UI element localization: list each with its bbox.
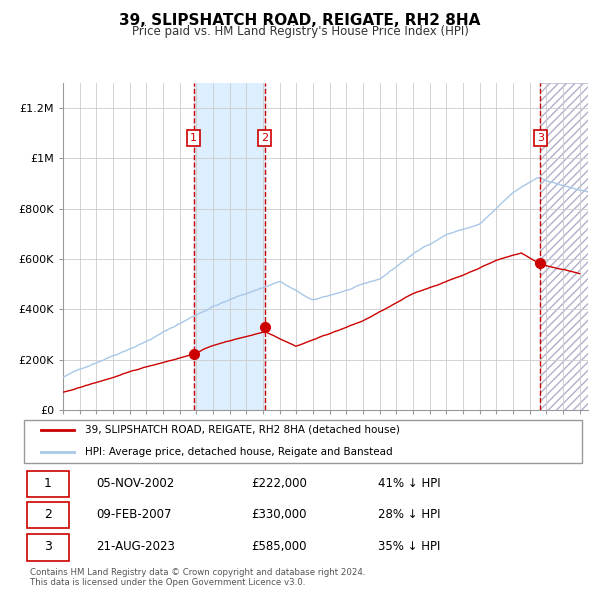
Text: 09-FEB-2007: 09-FEB-2007 — [96, 508, 172, 522]
Text: 2: 2 — [44, 508, 52, 522]
Text: 41% ↓ HPI: 41% ↓ HPI — [378, 477, 440, 490]
Text: 21-AUG-2023: 21-AUG-2023 — [96, 540, 175, 553]
FancyBboxPatch shape — [25, 420, 582, 463]
Bar — [540, 83, 588, 410]
FancyBboxPatch shape — [27, 502, 68, 529]
Text: 28% ↓ HPI: 28% ↓ HPI — [378, 508, 440, 522]
Text: 05-NOV-2002: 05-NOV-2002 — [96, 477, 175, 490]
FancyBboxPatch shape — [27, 535, 68, 560]
Text: 1: 1 — [44, 477, 52, 490]
Text: 39, SLIPSHATCH ROAD, REIGATE, RH2 8HA (detached house): 39, SLIPSHATCH ROAD, REIGATE, RH2 8HA (d… — [85, 425, 400, 435]
Bar — [194, 83, 265, 410]
Text: 3: 3 — [537, 133, 544, 143]
Text: £585,000: £585,000 — [251, 540, 307, 553]
FancyBboxPatch shape — [27, 471, 68, 497]
Text: £330,000: £330,000 — [251, 508, 307, 522]
Text: 35% ↓ HPI: 35% ↓ HPI — [378, 540, 440, 553]
Text: 3: 3 — [44, 540, 52, 553]
Text: 1: 1 — [190, 133, 197, 143]
Text: 39, SLIPSHATCH ROAD, REIGATE, RH2 8HA: 39, SLIPSHATCH ROAD, REIGATE, RH2 8HA — [119, 13, 481, 28]
Text: HPI: Average price, detached house, Reigate and Banstead: HPI: Average price, detached house, Reig… — [85, 447, 393, 457]
Text: £222,000: £222,000 — [251, 477, 307, 490]
Bar — [540, 83, 588, 410]
Text: Contains HM Land Registry data © Crown copyright and database right 2024.
This d: Contains HM Land Registry data © Crown c… — [30, 568, 365, 587]
Text: 2: 2 — [261, 133, 268, 143]
Text: Price paid vs. HM Land Registry's House Price Index (HPI): Price paid vs. HM Land Registry's House … — [131, 25, 469, 38]
